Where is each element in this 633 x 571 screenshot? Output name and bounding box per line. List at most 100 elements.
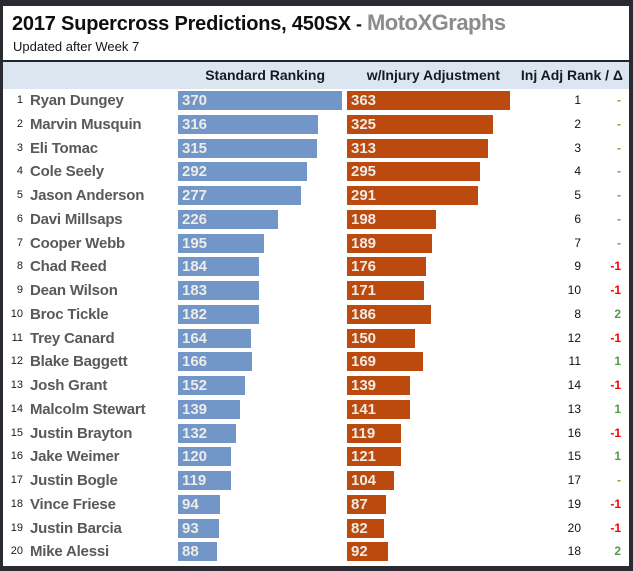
injury-adjusted-rank: 11 [568, 354, 581, 369]
row-rank: 15 [10, 426, 23, 439]
chart-title: 2017 Supercross Predictions, 450SX - Mot… [3, 6, 629, 36]
brand-logo-text: MotoXGraphs [366, 10, 506, 35]
rank-delta: - [617, 93, 621, 107]
injury-adjusted-bar: 82 [347, 518, 384, 538]
standard-ranking-bar: 277 [178, 186, 301, 205]
row-rank: 17 [10, 474, 23, 486]
rider-name: Jason Anderson [30, 187, 145, 204]
table-row: 4 Cole Seely 292 295 4 - [3, 160, 629, 184]
rank-delta: 1 [614, 354, 621, 369]
table-row: 16 Jake Weimer 120 121 15 1 [3, 445, 629, 469]
injury-adjusted-value: 82 [351, 519, 368, 537]
rank-delta: -1 [610, 496, 621, 511]
standard-ranking-value: 164 [182, 329, 208, 347]
injury-adjusted-bar: 313 [347, 138, 488, 158]
injury-adjusted-value: 141 [351, 400, 377, 418]
title-text: 2017 Supercross Predictions, 450SX [12, 13, 351, 35]
row-rank: 14 [10, 402, 23, 415]
injury-adjusted-value: 295 [351, 163, 377, 181]
rider-name: Justin Barcia [30, 519, 122, 537]
rider-name: Chad Reed [30, 258, 107, 276]
injury-adjusted-rank: 15 [567, 449, 581, 464]
table-row: 12 Blake Baggett 166 169 11 1 [3, 350, 629, 374]
injury-adjusted-value: 171 [351, 282, 377, 299]
rank-delta: - [617, 235, 621, 250]
rider-name: Marvin Musquin [30, 115, 142, 133]
injury-adjusted-value: 87 [351, 495, 368, 513]
standard-ranking-bar: 132 [178, 423, 237, 443]
table-row: 7 Cooper Webb 195 189 7 - [3, 232, 629, 256]
standard-ranking-bar: 370 [178, 91, 342, 110]
row-rank: 4 [16, 165, 23, 178]
injury-adjusted-value: 139 [351, 377, 377, 394]
rank-delta: - [617, 211, 621, 226]
standard-ranking-value: 226 [182, 210, 208, 228]
standard-ranking-bar: 166 [178, 352, 252, 372]
rider-name: Eli Tomac [30, 139, 98, 157]
standard-ranking-value: 94 [182, 495, 199, 513]
injury-adjusted-bar: 189 [347, 233, 432, 253]
standard-ranking-value: 195 [182, 234, 208, 252]
injury-adjusted-value: 313 [351, 139, 377, 157]
table-row: 9 Dean Wilson 183 171 10 -1 [3, 279, 629, 303]
injury-adjusted-value: 104 [351, 472, 377, 489]
table-row: 2 Marvin Musquin 316 325 2 - [3, 113, 629, 137]
rider-name: Justin Bogle [30, 472, 118, 489]
injury-adjusted-value: 92 [351, 543, 368, 561]
rank-delta: 1 [614, 449, 621, 464]
rider-name: Malcolm Stewart [30, 400, 146, 418]
injury-adjusted-rank: 10 [567, 283, 581, 297]
rider-name: Mike Alessi [30, 543, 109, 561]
table-row: 10 Broc Tickle 182 186 8 2 [3, 303, 629, 327]
standard-ranking-value: 316 [182, 115, 208, 133]
standard-ranking-value: 315 [182, 139, 208, 157]
row-rank: 13 [10, 379, 23, 391]
standard-ranking-bar: 183 [178, 281, 259, 300]
injury-adjusted-bar: 121 [347, 447, 402, 467]
injury-adjusted-bar: 291 [347, 186, 478, 205]
table-row: 3 Eli Tomac 315 313 3 - [3, 137, 629, 161]
title-separator: - [350, 14, 367, 34]
injury-adjusted-bar: 295 [347, 162, 480, 182]
rank-delta: -1 [610, 283, 621, 297]
standard-ranking-value: 119 [182, 472, 207, 489]
column-header-injury-adjustment: w/Injury Adjustment [366, 67, 500, 83]
standard-ranking-value: 88 [182, 543, 199, 561]
rank-delta: -1 [610, 259, 621, 274]
rider-name: Broc Tickle [30, 305, 109, 323]
column-header-inj-adj-rank-delta: Inj Adj Rank / Δ [520, 67, 623, 83]
row-rank: 9 [16, 284, 23, 296]
injury-adjusted-rank: 16 [567, 425, 581, 440]
column-header-standard-ranking: Standard Ranking [205, 67, 325, 83]
rider-name: Ryan Dungey [30, 92, 124, 109]
injury-adjusted-rank: 8 [574, 306, 581, 321]
injury-adjusted-value: 176 [351, 258, 377, 276]
injury-adjusted-value: 189 [351, 234, 377, 252]
injury-adjusted-bar: 363 [347, 91, 511, 110]
rank-delta: -1 [610, 378, 621, 392]
injury-adjusted-value: 169 [351, 353, 377, 371]
rider-name: Blake Baggett [30, 353, 128, 371]
standard-ranking-bar: 93 [178, 518, 220, 538]
injury-adjusted-value: 186 [351, 305, 377, 323]
table-row: 6 Davi Millsaps 226 198 6 - [3, 208, 629, 232]
table-row: 14 Malcolm Stewart 139 141 13 1 [3, 398, 629, 422]
injury-adjusted-bar: 119 [347, 423, 401, 443]
injury-adjusted-rank: 20 [567, 520, 581, 535]
injury-adjusted-bar: 141 [347, 399, 411, 419]
injury-adjusted-rank: 13 [567, 401, 581, 416]
injury-adjusted-rank: 1 [574, 93, 581, 107]
injury-adjusted-bar: 150 [347, 328, 415, 348]
rider-name: Trey Canard [30, 329, 115, 347]
injury-adjusted-bar: 169 [347, 352, 423, 372]
row-rank: 10 [10, 307, 23, 320]
rank-delta: 1 [614, 401, 621, 416]
standard-ranking-value: 152 [182, 377, 208, 394]
standard-ranking-value: 93 [182, 519, 199, 537]
row-rank: 7 [16, 236, 23, 249]
row-rank: 8 [16, 260, 23, 273]
standard-ranking-bar: 88 [178, 542, 217, 562]
injury-adjusted-rank: 5 [574, 188, 581, 202]
standard-ranking-bar: 119 [178, 471, 231, 490]
rank-delta: 2 [614, 306, 621, 321]
